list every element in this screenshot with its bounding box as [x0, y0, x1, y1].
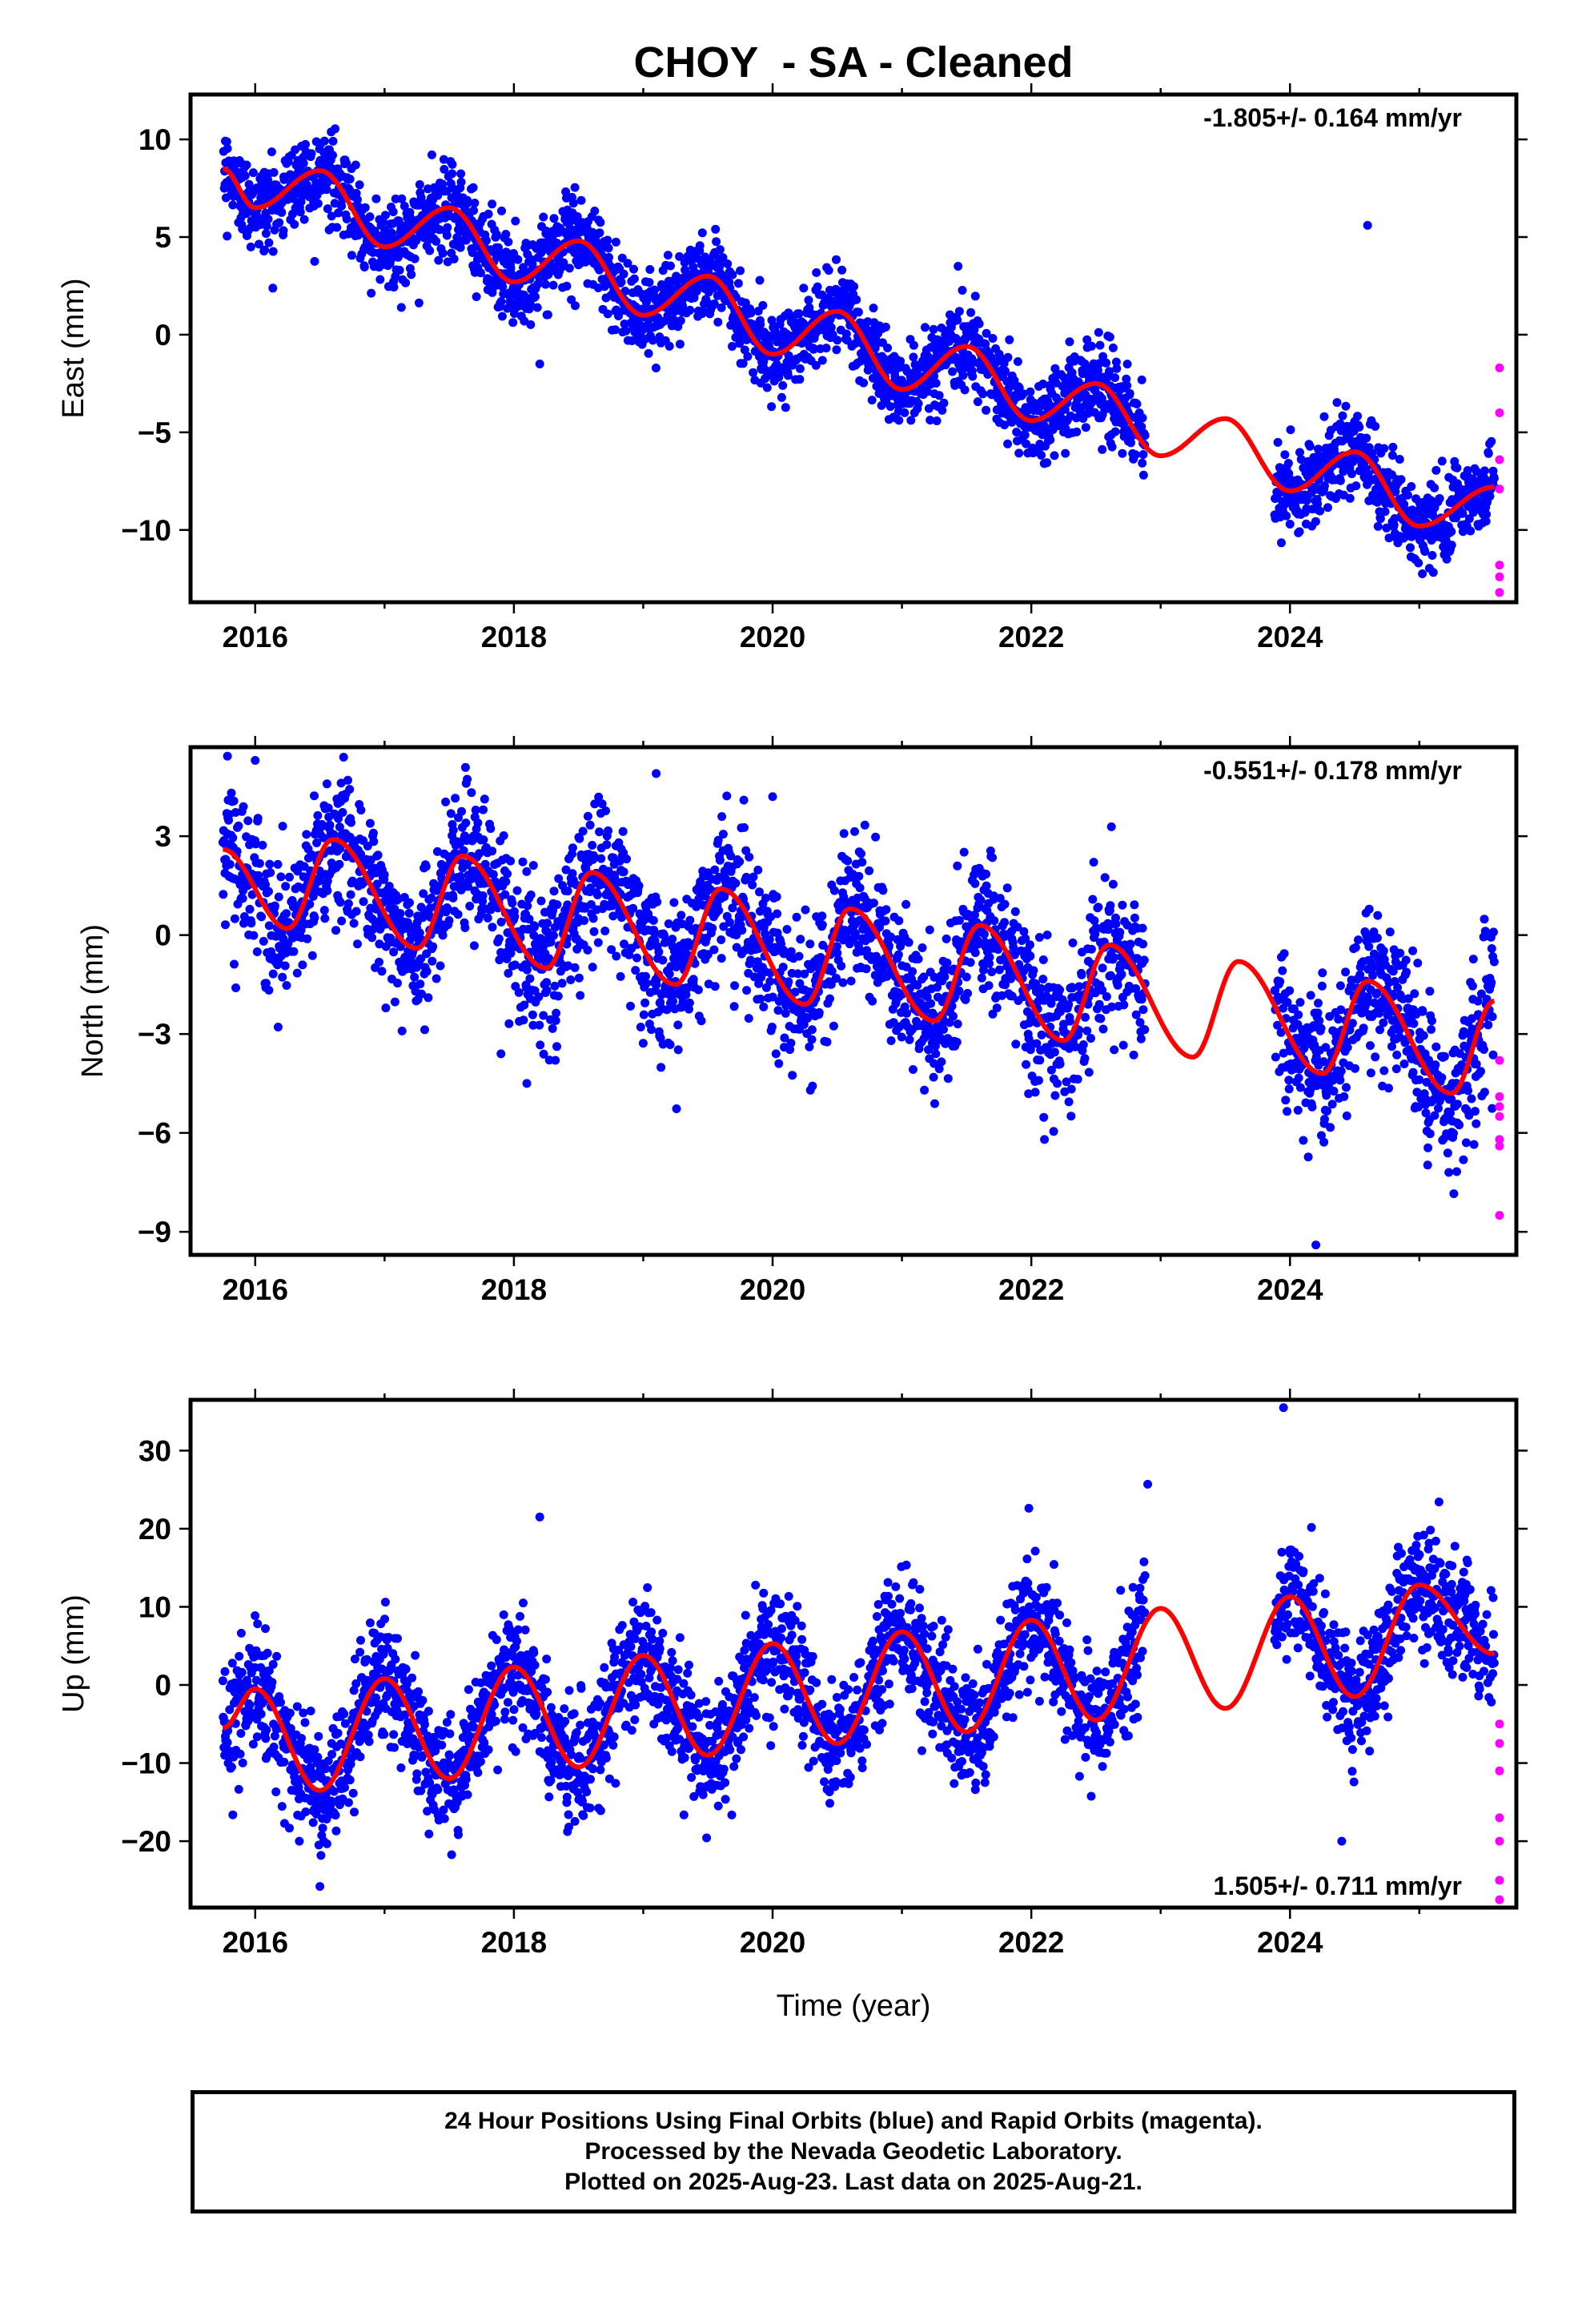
rapid-orbit-point-east-0	[1495, 363, 1504, 372]
footer-caption-box: 24 Hour Positions Using Final Orbits (bl…	[191, 2090, 1516, 2213]
outlier-point-up-1	[535, 1512, 544, 1522]
rapid-orbit-point-north-6	[1495, 1211, 1504, 1220]
x-tick-label-up-2018: 2018	[481, 1926, 547, 1959]
y-tick-label-east-1: 5	[155, 221, 171, 254]
outlier-point-north-0	[1311, 1240, 1321, 1250]
rapid-orbit-point-up-6	[1495, 1895, 1504, 1904]
rapid-orbit-point-up-3	[1495, 1813, 1504, 1823]
panel-frame-up	[188, 1397, 1519, 1910]
outlier-point-east-4	[1039, 459, 1049, 468]
y-tick-label-north-3: −6	[138, 1117, 171, 1150]
y-tick-label-east-2: 0	[155, 319, 171, 352]
y-tick-label-east-4: −10	[121, 514, 171, 547]
y-tick-label-up-0: 30	[139, 1434, 171, 1467]
panel-frame-north	[188, 745, 1519, 1257]
rapid-orbit-point-east-1	[1495, 408, 1504, 417]
panel-up: 2016 2018 2020 2022 2024 30 20 10 0 −10 −20 Up (mm)…	[57, 1389, 1528, 1959]
outlier-point-up-4	[1337, 1836, 1347, 1846]
x-tick-label-north-2018: 2018	[481, 1273, 547, 1306]
plot-area-up	[218, 1403, 1504, 1904]
x-tick-label-east-2020: 2020	[740, 621, 805, 653]
x-tick-label-up-2024: 2024	[1257, 1926, 1323, 1959]
outlier-point-east-3	[535, 360, 544, 369]
rapid-orbit-point-east-4	[1495, 561, 1504, 570]
y-tick-label-north-1: 0	[155, 919, 171, 952]
model-curve-up	[222, 1582, 1496, 1793]
y-axis-label-up: Up (mm)	[57, 1594, 90, 1713]
rapid-orbit-point-north-5	[1495, 1141, 1504, 1151]
y-tick-label-east-3: −5	[138, 416, 171, 449]
final-orbit-points-north	[218, 751, 1499, 1199]
y-tick-label-east-0: 10	[139, 123, 171, 156]
panel-frame-east	[188, 92, 1519, 605]
rapid-orbit-point-east-3	[1495, 485, 1504, 494]
outlier-point-east-2	[1427, 550, 1437, 560]
y-tick-label-north-4: −9	[138, 1216, 171, 1248]
final-orbit-points-east	[219, 124, 1499, 579]
rapid-orbit-point-east-2	[1495, 455, 1504, 464]
x-tick-label-north-2020: 2020	[740, 1273, 805, 1306]
outlier-point-north-1	[522, 1079, 532, 1088]
x-axis-label: Time (year)	[777, 1989, 931, 2023]
x-tick-label-up-2022: 2022	[998, 1926, 1064, 1959]
rapid-orbit-point-up-0	[1495, 1719, 1504, 1729]
rate-label-east: -1.805+/- 0.164 mm/yr	[1203, 103, 1462, 132]
y-axis-label-north: North (mm)	[76, 924, 110, 1078]
footer-line-2: Processed by the Nevada Geodetic Laborat…	[584, 2138, 1122, 2165]
y-axis-label-east: East (mm)	[57, 278, 90, 418]
x-tick-label-east-2022: 2022	[998, 621, 1064, 653]
x-tick-label-north-2016: 2016	[223, 1273, 288, 1306]
x-tick-label-north-2024: 2024	[1257, 1273, 1323, 1306]
rapid-orbit-point-east-5	[1495, 572, 1504, 581]
rapid-orbit-point-north-4	[1495, 1135, 1504, 1144]
x-tick-label-east-2018: 2018	[481, 621, 547, 653]
outlier-point-east-5	[1285, 519, 1295, 529]
y-tick-label-up-3: 0	[155, 1669, 171, 1702]
rate-label-up: 1.505+/- 0.711 mm/yr	[1214, 1872, 1462, 1900]
outlier-point-north-5	[251, 755, 260, 765]
x-tick-label-up-2020: 2020	[740, 1926, 805, 1959]
outlier-point-east-1	[419, 228, 428, 238]
outlier-point-north-4	[652, 769, 661, 778]
rapid-orbit-point-east-6	[1495, 588, 1504, 597]
rapid-orbit-point-north-1	[1495, 1092, 1504, 1101]
rapid-orbit-point-north-2	[1495, 1102, 1504, 1112]
y-tick-label-up-2: 10	[139, 1590, 171, 1623]
model-curve-north	[222, 837, 1496, 1096]
outlier-point-east-0	[1363, 220, 1372, 230]
plot-area-east	[219, 124, 1504, 597]
panel-north: 2016 2018 2020 2022 2024 3 0 −3 −6 −9 North (mm) -0…	[76, 736, 1528, 1306]
outlier-point-up-2	[315, 1882, 325, 1892]
final-orbit-points-up	[218, 1498, 1499, 1860]
model-curve-east	[222, 166, 1496, 529]
footer-line-1: 24 Hour Positions Using Final Orbits (bl…	[444, 2108, 1263, 2134]
y-tick-label-north-0: 3	[155, 820, 171, 853]
y-tick-label-up-4: −10	[121, 1747, 171, 1780]
outlier-point-north-3	[768, 792, 777, 802]
y-tick-label-up-5: −20	[121, 1825, 171, 1858]
x-tick-label-north-2022: 2022	[998, 1273, 1064, 1306]
rapid-orbit-point-up-1	[1495, 1739, 1504, 1748]
footer-line-3: Plotted on 2025-Aug-23. Last data on 202…	[564, 2169, 1142, 2195]
rapid-orbit-point-up-2	[1495, 1766, 1504, 1775]
y-tick-label-north-2: −3	[138, 1018, 171, 1051]
x-tick-label-up-2016: 2016	[223, 1926, 288, 1959]
rapid-orbit-point-north-3	[1495, 1112, 1504, 1121]
outlier-point-up-0	[1279, 1403, 1288, 1413]
rapid-orbit-point-up-5	[1495, 1876, 1504, 1885]
outlier-point-north-2	[496, 1049, 506, 1059]
rapid-orbit-point-north-0	[1495, 1055, 1504, 1065]
outlier-point-north-6	[231, 983, 241, 993]
x-tick-label-east-2024: 2024	[1257, 621, 1323, 653]
y-tick-label-up-1: 20	[139, 1513, 171, 1546]
x-tick-label-east-2016: 2016	[223, 621, 288, 653]
outlier-point-up-3	[1143, 1479, 1153, 1489]
panel-east: 2016 2018 2020 2022 2024 10 5 0 −5 −10 East (mm) -1…	[57, 83, 1528, 653]
chart-title: CHOY - SA - Cleaned	[633, 38, 1073, 86]
rate-label-north: -0.551+/- 0.178 mm/yr	[1203, 756, 1462, 785]
panels-group: 2016 2018 2020 2022 2024 10 5 0 −5 −10 East (mm) -1…	[57, 83, 1528, 1959]
rapid-orbit-point-up-4	[1495, 1836, 1504, 1846]
plot-area-north	[218, 751, 1504, 1250]
